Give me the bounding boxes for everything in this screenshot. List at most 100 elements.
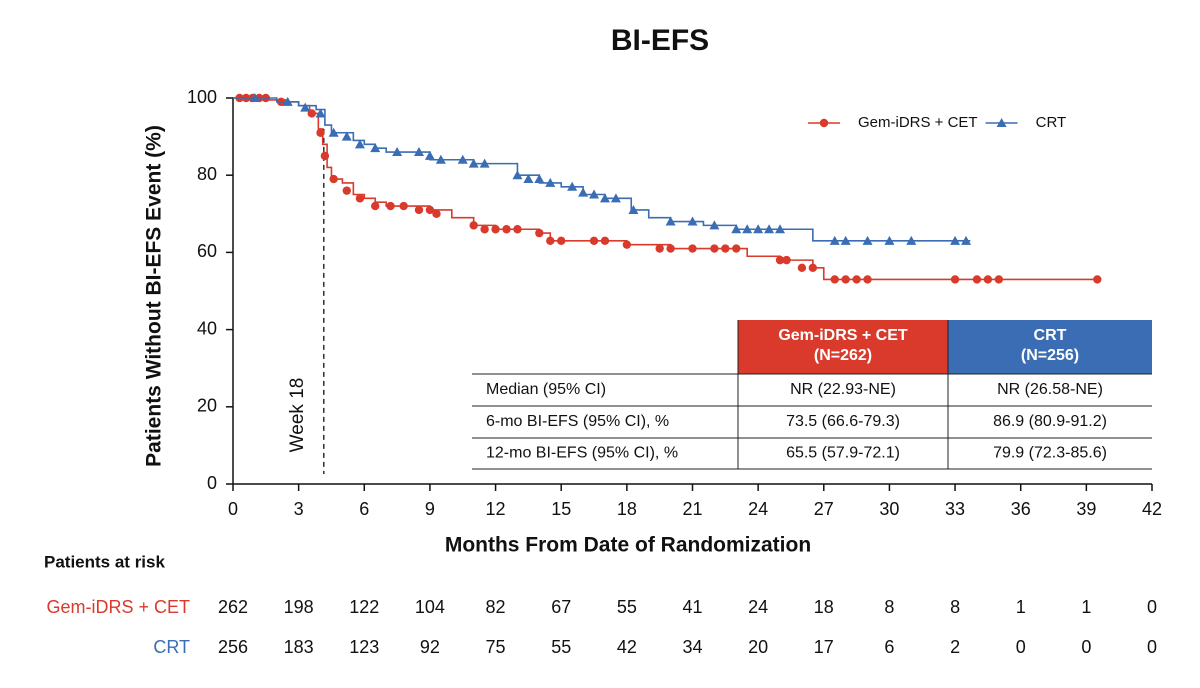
risk-row-label: CRT — [153, 637, 190, 657]
censor-mark — [906, 235, 917, 245]
censor-mark — [829, 235, 840, 245]
censor-mark — [545, 177, 556, 187]
censor-mark — [840, 235, 851, 245]
risk-count: 1 — [1016, 597, 1026, 617]
censor-mark — [709, 220, 720, 230]
table-header-text: CRT — [1034, 327, 1067, 344]
censor-mark — [435, 154, 446, 164]
censor-mark — [371, 201, 380, 211]
censor-mark — [600, 236, 610, 246]
risk-count: 8 — [950, 597, 960, 617]
censor-mark — [479, 158, 490, 168]
risk-count: 20 — [748, 637, 768, 657]
table-cell: 65.5 (57.9-72.1) — [786, 445, 900, 462]
x-tick-label: 42 — [1142, 499, 1162, 519]
risk-count: 18 — [814, 597, 834, 617]
risk-count: 8 — [884, 597, 894, 617]
censor-mark — [863, 275, 872, 284]
risk-count: 42 — [617, 637, 637, 657]
censor-mark — [300, 102, 311, 112]
risk-count: 82 — [486, 597, 506, 617]
x-tick-label: 6 — [359, 499, 369, 519]
y-axis-label: Patients Without BI-EFS Event (%) — [143, 125, 166, 467]
censor-mark — [512, 170, 523, 180]
risk-count: 123 — [349, 637, 379, 657]
censor-mark — [282, 96, 293, 106]
censor-mark — [972, 275, 982, 284]
censor-mark — [469, 221, 478, 230]
risk-count: 75 — [486, 637, 506, 657]
x-tick-label: 27 — [814, 499, 834, 519]
censor-mark — [950, 235, 961, 245]
censor-mark — [320, 151, 330, 161]
x-tick-label: 30 — [879, 499, 899, 519]
censor-mark — [994, 275, 1004, 284]
censor-mark — [830, 275, 839, 284]
censor-mark — [354, 139, 365, 149]
risk-count: 256 — [218, 637, 248, 657]
x-axis-label: Months From Date of Randomization — [445, 534, 811, 557]
risk-count: 0 — [1016, 637, 1026, 657]
censor-mark — [665, 216, 676, 226]
table-cell: NR (22.93-NE) — [790, 381, 896, 398]
table-cell: Median (95% CI) — [486, 381, 606, 398]
x-tick-label: 9 — [425, 499, 435, 519]
censor-mark — [502, 225, 511, 234]
legend-marker — [819, 118, 829, 128]
censor-mark — [589, 236, 599, 246]
x-tick-label: 3 — [294, 499, 304, 519]
table-cell: 73.5 (66.6-79.3) — [786, 413, 900, 430]
risk-count: 67 — [551, 597, 571, 617]
censor-mark — [687, 216, 698, 226]
censor-mark — [355, 194, 365, 203]
risk-count: 0 — [1081, 637, 1091, 657]
table-cell: 12-mo BI-EFS (95% CI), % — [486, 445, 678, 462]
risk-count: 34 — [682, 637, 702, 657]
censor-mark — [808, 263, 818, 273]
censor-mark — [731, 224, 742, 234]
table-header-text: Gem-iDRS + CET — [778, 327, 908, 344]
censor-mark — [414, 205, 424, 215]
risk-count: 262 — [218, 597, 248, 617]
risk-count: 17 — [814, 637, 834, 657]
censor-mark — [862, 235, 873, 245]
x-tick-label: 18 — [617, 499, 637, 519]
legend-label: Gem-iDRS + CET — [858, 114, 978, 131]
risk-count: 24 — [748, 597, 768, 617]
risk-count: 55 — [551, 637, 571, 657]
censor-mark — [557, 236, 566, 246]
censor-mark — [1093, 275, 1102, 284]
x-tick-label: 39 — [1076, 499, 1096, 519]
censor-mark — [610, 193, 621, 203]
censor-mark — [775, 224, 786, 234]
censor-mark — [578, 187, 589, 197]
risk-count: 1 — [1081, 597, 1091, 617]
censor-mark — [315, 108, 326, 118]
censor-mark — [732, 244, 741, 253]
censor-mark — [316, 128, 325, 137]
censor-mark — [797, 263, 807, 273]
censor-mark — [589, 189, 600, 199]
censor-mark — [523, 174, 534, 184]
censor-mark — [546, 236, 555, 246]
y-tick-label: 60 — [197, 241, 217, 261]
censor-mark — [622, 240, 632, 249]
censor-mark — [413, 147, 424, 157]
censor-mark — [841, 275, 850, 284]
table-cell: 86.9 (80.9-91.2) — [993, 413, 1107, 430]
censor-mark — [432, 209, 441, 218]
censor-mark — [342, 186, 351, 195]
censor-mark — [424, 150, 435, 160]
risk-row-label: Gem-iDRS + CET — [46, 597, 190, 617]
risk-count: 122 — [349, 597, 379, 617]
table-header-text: (N=256) — [1021, 347, 1079, 364]
x-tick-label: 12 — [486, 499, 506, 519]
censor-mark — [535, 228, 544, 238]
table-cell: NR (26.58-NE) — [997, 381, 1103, 398]
table-header-text: (N=262) — [814, 347, 872, 364]
table-cell: 79.9 (72.3-85.6) — [993, 445, 1107, 462]
censor-mark — [950, 275, 960, 284]
censor-mark — [425, 205, 435, 215]
censor-mark — [599, 193, 610, 203]
